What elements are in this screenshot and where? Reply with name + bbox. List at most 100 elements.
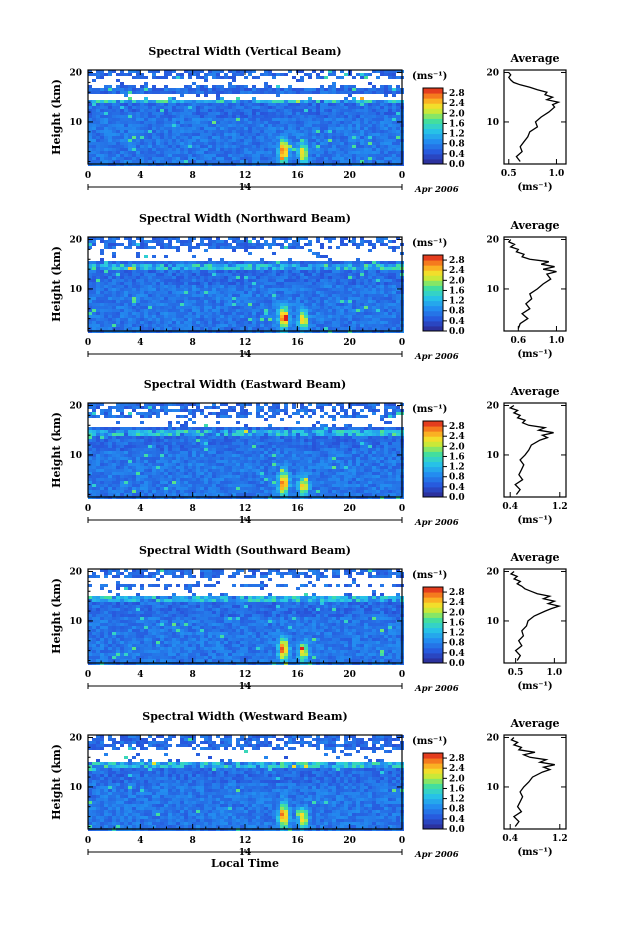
colorbar-unit: (ms⁻¹) [412, 71, 447, 82]
colorbar-tick-label: 1.2 [449, 795, 465, 805]
colorbar-tick-label: 2.8 [449, 422, 465, 432]
profile-frame [503, 568, 567, 664]
colorbar-segment [423, 622, 443, 629]
colorbar-segment [423, 315, 443, 322]
profile-x-tick-label: 1.2 [552, 502, 568, 512]
colorbar-tick-label: 0.0 [449, 327, 465, 337]
colorbar-segment [423, 778, 443, 784]
profile-x-tick-label: 0.5 [508, 668, 524, 678]
x-tick-label: 0 [399, 504, 405, 514]
colorbar-segment [423, 143, 443, 150]
x-tick-label: 0 [399, 338, 405, 348]
y-tick-label: 10 [69, 783, 82, 793]
colorbar-segment [423, 808, 443, 815]
colorbar-segment [423, 88, 443, 94]
colorbar-segment [423, 305, 443, 312]
profile-x-tick-label: 0.4 [502, 834, 518, 844]
colorbar-segment [423, 823, 443, 830]
colorbar-tick-label: 1.6 [449, 452, 465, 462]
colorbar-tick-label: 0.4 [449, 150, 465, 160]
colorbar-segment [423, 763, 443, 769]
x-tick-label: 8 [190, 338, 196, 348]
y-tick-label: 20 [69, 68, 82, 78]
panel-4: Spectral Width (Southward Beam) 0 4 8 12 16 20… [50, 544, 567, 694]
panel-5: Spectral Width (Westward Beam) 0 4 8 12 16 20 0… [50, 710, 568, 870]
profile-x-label: (ms⁻¹) [517, 349, 552, 360]
colorbar-tick-label: 1.6 [449, 286, 465, 296]
x-tick-label: 16 [291, 338, 304, 348]
y-tick-label: 20 [69, 567, 82, 577]
heatmap-cells [88, 735, 404, 831]
colorbar-tick-label: 0.4 [449, 483, 465, 493]
x-tick-label: 4 [137, 670, 143, 680]
profile-y-tick-label: 20 [486, 733, 499, 743]
colorbar-tick-label: 0.0 [449, 659, 465, 669]
x-tick-label: 20 [343, 836, 356, 846]
colorbar-tick-label: 2.8 [449, 754, 465, 764]
colorbar-segment [423, 818, 443, 825]
x-tick-label: 0 [399, 836, 405, 846]
x-tick-label: 4 [137, 338, 143, 348]
colorbar-segment [423, 320, 443, 327]
profile-x-tick-label: 1.0 [549, 169, 565, 179]
x-tick-label: 4 [137, 836, 143, 846]
colorbar-segment [423, 138, 443, 145]
colorbar-segment [423, 587, 443, 593]
colorbar-segment [423, 451, 443, 457]
y-axis-label: Height (km) [50, 79, 63, 155]
colorbar-tick-label: 0.4 [449, 649, 465, 659]
x-axis-label: Local Time [211, 857, 279, 870]
colorbar-tick-label: 1.2 [449, 297, 465, 307]
colorbar-tick-label: 2.4 [449, 432, 465, 442]
colorbar-segment [423, 788, 443, 795]
colorbar-segment [423, 280, 443, 286]
x-tick-label: 0 [399, 171, 405, 181]
panel-title: Spectral Width (Northward Beam) [139, 212, 351, 225]
profile-x-tick-label: 1.0 [549, 336, 565, 346]
x-tick-label: 20 [343, 171, 356, 181]
profile-y-tick-label: 10 [486, 451, 499, 461]
x-tick-label: 0 [85, 670, 91, 680]
colorbar-tick-label: 0.8 [449, 639, 465, 649]
colorbar-segment [423, 637, 443, 644]
date-label: Apr 2006 [414, 850, 459, 860]
x-tick-label: 16 [291, 171, 304, 181]
colorbar-frame [422, 420, 444, 498]
colorbar-segment [423, 647, 443, 654]
profile-line [507, 72, 561, 162]
date-marker: 14 [239, 183, 252, 193]
colorbar-unit: (ms⁻¹) [412, 238, 447, 249]
colorbar-segment [423, 255, 443, 261]
date-marker: 14 [239, 516, 252, 526]
colorbar-segment [423, 446, 443, 452]
colorbar-tick-label: 0.8 [449, 473, 465, 483]
profile-y-tick-label: 20 [486, 68, 499, 78]
profile-title: Average [509, 551, 559, 564]
panel-title: Spectral Width (Westward Beam) [142, 710, 347, 723]
colorbar-tick-label: 0.0 [449, 160, 465, 170]
colorbar-segment [423, 461, 443, 468]
date-label: Apr 2006 [414, 352, 459, 362]
colorbar-tick-label: 1.6 [449, 618, 465, 628]
panel-title: Spectral Width (Eastward Beam) [144, 378, 346, 391]
x-tick-label: 20 [343, 670, 356, 680]
colorbar-segment [423, 93, 443, 99]
colorbar-segment [423, 285, 443, 291]
x-tick-label: 12 [239, 836, 252, 846]
colorbar-segment [423, 481, 443, 488]
panel-1: Spectral Width (Vertical Beam) 0 4 8 12 16 20 0… [50, 45, 567, 195]
colorbar-tick-label: 1.2 [449, 629, 465, 639]
colorbar-segment [423, 325, 443, 332]
colorbar-tick-label: 1.2 [449, 463, 465, 473]
colorbar-segment [423, 436, 443, 442]
colorbar-tick-label: 0.8 [449, 140, 465, 150]
x-tick-label: 20 [343, 338, 356, 348]
colorbar-segment [423, 773, 443, 779]
colorbar-segment [423, 123, 443, 130]
colorbar-tick-label: 2.4 [449, 99, 465, 109]
x-tick-label: 4 [137, 504, 143, 514]
profile-frame [503, 236, 567, 332]
profile-y-tick-label: 20 [486, 567, 499, 577]
y-tick-label: 10 [69, 118, 82, 128]
